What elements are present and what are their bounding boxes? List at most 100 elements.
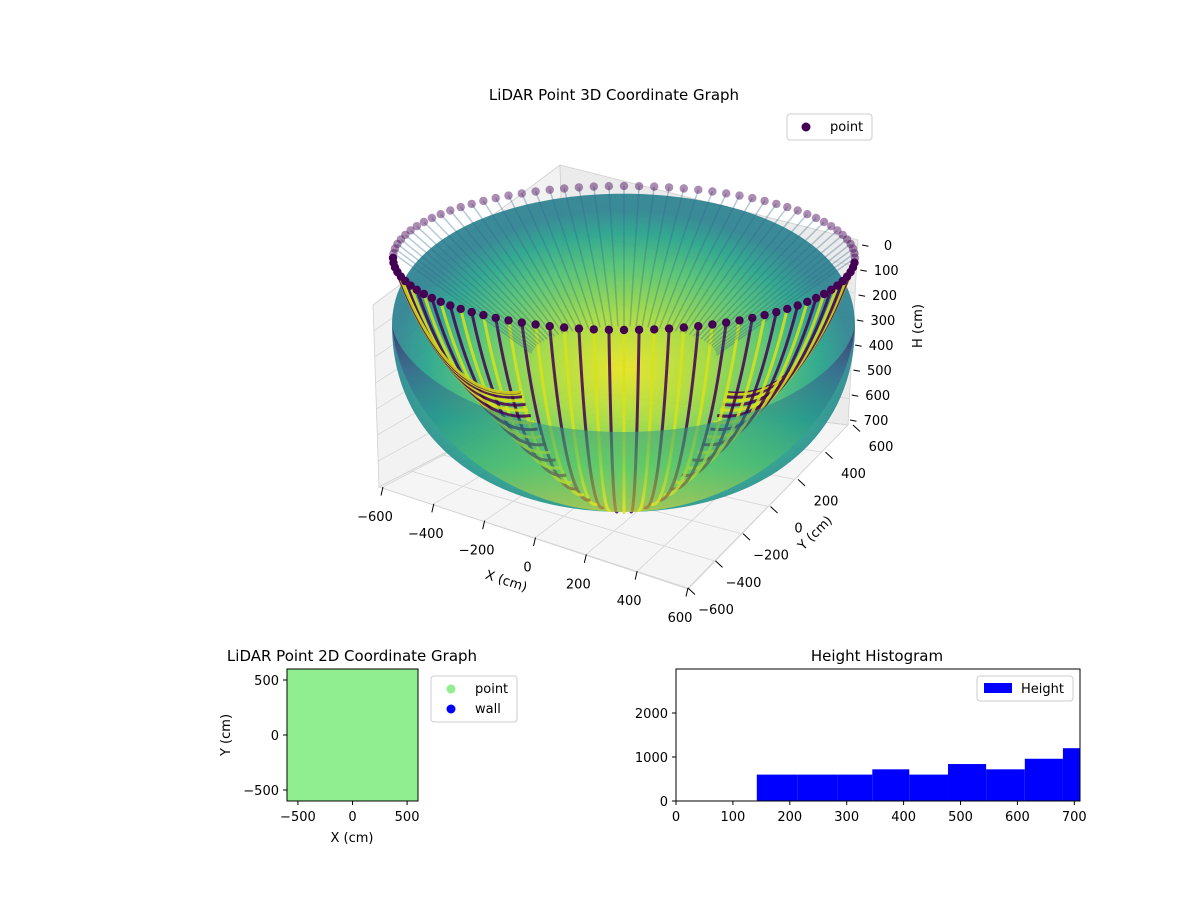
point-marker [679, 323, 688, 332]
point-marker [574, 324, 584, 333]
y-3d-tick-label: 400 [841, 467, 866, 482]
point-marker [819, 217, 829, 227]
scatter-2d-fill [287, 669, 418, 801]
y-3d-tick-mark [687, 587, 696, 595]
x-3d-tick-label: 400 [617, 594, 642, 609]
bowl-meridian [449, 210, 556, 337]
point-marker [479, 310, 488, 320]
histogram-title: Height Histogram [811, 647, 943, 665]
x-3d-tick-mark [634, 571, 638, 580]
point-marker [517, 189, 526, 198]
histogram-bar [756, 774, 798, 801]
chart-3d-title: LiDAR Point 3D Coordinate Graph [489, 86, 739, 104]
z-3d-tick-label: 600 [865, 389, 890, 404]
z-3d-tick-mark [856, 319, 864, 322]
x-3d-tick-mark [380, 486, 384, 496]
y-3d-tick-label: −200 [753, 549, 789, 564]
x-axis-label-2d: X (cm) [331, 831, 374, 846]
bowl-meridian [431, 217, 548, 340]
point-marker [427, 213, 437, 223]
bowl-meridian [684, 203, 777, 334]
z-3d-tick-label: 200 [872, 289, 897, 304]
bowl-meridian [482, 200, 569, 333]
point-marker [722, 189, 731, 198]
legend-histogram: Height [976, 675, 1074, 702]
point-marker [517, 318, 526, 327]
y-3d-tick-label: 0 [794, 522, 802, 537]
point-marker [722, 318, 731, 327]
legend-2d-wall-marker [446, 704, 456, 714]
histogram-bar [986, 769, 1025, 801]
point-marker [772, 307, 781, 317]
point-marker [793, 301, 802, 310]
legend-histogram-label: Height [1021, 682, 1064, 697]
histogram-bar [1024, 758, 1063, 801]
x-3d-tick-mark [431, 503, 435, 513]
point-cloud-bowl [388, 181, 860, 514]
point-marker [545, 322, 554, 331]
z-axis-3d: 0 100 200 300 400 500 600 700 [849, 239, 899, 429]
x-2d-tick-label: 500 [395, 810, 420, 825]
z-3d-tick-label: 100 [874, 264, 899, 279]
legend-3d-marker [801, 122, 811, 132]
point-marker [491, 193, 500, 203]
bowl-meridian [460, 206, 560, 336]
y-hist-tick-label: 0 [660, 795, 668, 810]
x-2d-tick-label: 0 [348, 810, 356, 825]
point-marker [560, 184, 569, 193]
z-axis-label-3d: H (cm) [911, 304, 926, 348]
point-marker [664, 183, 674, 192]
chart-histogram: Height Histogram 0 100 200 300 400 500 600 7000… [635, 647, 1087, 825]
point-marker [735, 316, 744, 325]
bowl-rim-points [388, 181, 860, 335]
point-marker [694, 322, 703, 331]
x-3d-tick-mark [482, 520, 486, 530]
z-3d-tick-mark [851, 394, 859, 397]
x-hist-tick-label: 0 [672, 810, 680, 825]
point-marker [388, 253, 398, 263]
bowl-meridian [635, 186, 655, 327]
bowl-meridian [700, 217, 817, 340]
point-marker [401, 230, 410, 240]
y-3d-tick-mark [742, 533, 751, 541]
histogram-bar [837, 774, 873, 801]
point-marker [803, 210, 812, 219]
point-marker [589, 182, 598, 191]
histogram-bars [756, 748, 1080, 801]
z-3d-tick-mark [849, 419, 857, 422]
z-3d-tick-mark [853, 369, 861, 372]
bowl-meridian [393, 252, 533, 354]
point-marker [406, 226, 415, 235]
z-3d-tick-mark [860, 269, 867, 272]
point-marker [838, 230, 847, 240]
z-3d-tick-label: 300 [870, 314, 895, 329]
z-3d-tick-mark [858, 294, 866, 297]
y-3d-tick-mark [852, 424, 861, 432]
point-marker [827, 222, 836, 231]
y-3d-tick-mark [797, 478, 806, 487]
point-marker [604, 182, 614, 191]
point-marker [819, 289, 829, 299]
bowl-meridian [563, 188, 601, 328]
point-marker [735, 191, 744, 200]
x-3d-tick-mark [685, 587, 689, 597]
point-marker [634, 325, 644, 334]
point-marker [479, 196, 488, 206]
point-marker [650, 182, 659, 191]
x-3d-tick-label: −400 [408, 527, 444, 542]
point-marker [427, 293, 437, 303]
x-hist-tick-label: 500 [948, 810, 973, 825]
point-marker [389, 249, 398, 258]
point-marker [545, 185, 554, 194]
legend-histogram-swatch [984, 683, 1012, 693]
point-marker [833, 281, 842, 290]
point-marker [456, 202, 465, 212]
x-hist-tick-label: 300 [834, 810, 859, 825]
legend-3d: point [786, 113, 873, 141]
point-marker [803, 297, 812, 306]
point-marker [783, 202, 792, 212]
histogram-bar [909, 774, 948, 801]
chart-2d: LiDAR Point 2D Coordinate Graph −500 0 500… [219, 647, 518, 846]
bowl-meridian [647, 188, 685, 328]
